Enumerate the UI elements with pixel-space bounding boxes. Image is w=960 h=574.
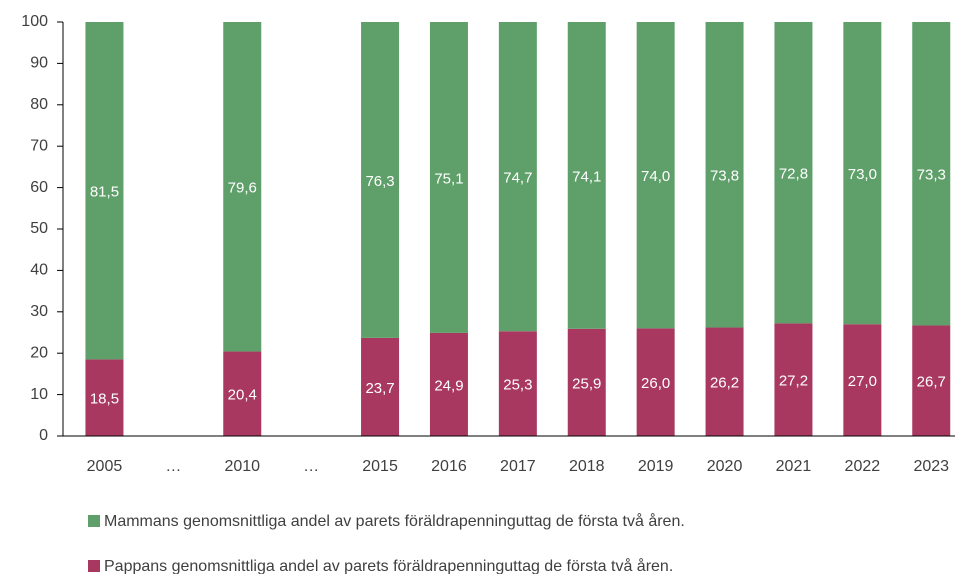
y-tick-label: 100 bbox=[21, 13, 48, 30]
y-tick-label: 50 bbox=[30, 220, 48, 237]
legend-label: Pappans genomsnittliga andel av parets f… bbox=[104, 557, 673, 574]
x-tick-label: 2016 bbox=[431, 458, 467, 475]
bar-segment bbox=[705, 22, 744, 328]
value-label: 72,8 bbox=[779, 166, 808, 183]
x-tick-label: 2019 bbox=[638, 458, 674, 475]
bar-segment bbox=[223, 351, 262, 436]
bar-segment bbox=[361, 337, 400, 436]
value-label: 73,0 bbox=[848, 166, 877, 183]
x-tick-label: 2005 bbox=[87, 458, 123, 475]
value-label: 74,7 bbox=[503, 170, 532, 187]
y-tick-label: 0 bbox=[39, 427, 48, 444]
value-label: 20,4 bbox=[228, 387, 257, 404]
legend-label: Mammans genomsnittliga andel av parets f… bbox=[104, 512, 685, 530]
bar-segment bbox=[498, 331, 537, 436]
bar-segment bbox=[567, 328, 606, 436]
value-label: 18,5 bbox=[90, 391, 119, 408]
x-tick-label: 2017 bbox=[500, 458, 536, 475]
y-tick-label: 20 bbox=[30, 344, 48, 361]
x-tick-label: … bbox=[165, 458, 181, 475]
bar-segment bbox=[498, 22, 537, 332]
bar-segment bbox=[843, 22, 882, 325]
x-tick-label: 2022 bbox=[845, 458, 881, 475]
value-label: 25,9 bbox=[572, 375, 601, 392]
x-tick-label: 2010 bbox=[224, 458, 260, 475]
bar-segment bbox=[774, 323, 813, 436]
x-tick-label: 2018 bbox=[569, 458, 605, 475]
bar-segment bbox=[912, 325, 951, 436]
legend-swatch bbox=[88, 515, 100, 527]
value-label: 26,0 bbox=[641, 375, 670, 392]
bar-segment bbox=[567, 22, 606, 329]
value-label: 74,1 bbox=[572, 168, 601, 185]
value-label: 27,0 bbox=[848, 373, 877, 390]
bar-segment bbox=[429, 332, 468, 436]
bar-segment bbox=[223, 22, 262, 352]
bar-segment bbox=[85, 22, 124, 360]
value-label: 27,2 bbox=[779, 373, 808, 390]
bar-segment bbox=[429, 22, 468, 333]
y-tick-label: 30 bbox=[30, 303, 48, 320]
x-tick-label: … bbox=[303, 458, 319, 475]
value-label: 73,3 bbox=[917, 167, 946, 184]
bar-segment bbox=[912, 22, 951, 326]
bar-segment bbox=[774, 22, 813, 324]
value-label: 73,8 bbox=[710, 168, 739, 185]
y-tick-label: 70 bbox=[30, 137, 48, 154]
x-tick-label: 2021 bbox=[776, 458, 812, 475]
value-label: 26,7 bbox=[917, 374, 946, 391]
value-label: 74,0 bbox=[641, 168, 670, 185]
value-label: 24,9 bbox=[434, 377, 463, 394]
bar-segment bbox=[843, 324, 882, 436]
x-tick-label: 2023 bbox=[913, 458, 949, 475]
value-label: 79,6 bbox=[228, 180, 257, 197]
value-label: 25,3 bbox=[503, 377, 532, 394]
bar-segment bbox=[85, 359, 124, 436]
x-tick-label: 2015 bbox=[362, 458, 398, 475]
y-tick-label: 60 bbox=[30, 179, 48, 196]
y-tick-label: 10 bbox=[30, 386, 48, 403]
bar-segment bbox=[636, 22, 675, 329]
value-label: 26,2 bbox=[710, 375, 739, 392]
y-tick-label: 40 bbox=[30, 262, 48, 279]
x-tick-label: 2020 bbox=[707, 458, 743, 475]
value-label: 76,3 bbox=[365, 173, 394, 190]
legend-swatch bbox=[88, 560, 100, 572]
value-label: 81,5 bbox=[90, 184, 119, 201]
bar-segment bbox=[361, 22, 400, 338]
bar-segment bbox=[636, 328, 675, 436]
value-label: 23,7 bbox=[365, 380, 394, 397]
y-tick-label: 90 bbox=[30, 55, 48, 72]
y-tick-label: 80 bbox=[30, 96, 48, 113]
bar-segment bbox=[705, 327, 744, 436]
value-label: 75,1 bbox=[434, 170, 463, 187]
